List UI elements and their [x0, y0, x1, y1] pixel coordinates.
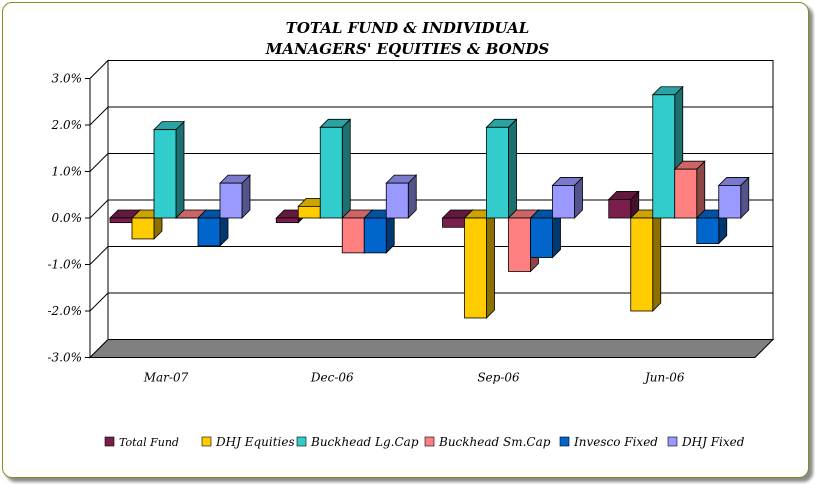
y-axis: 3.0% 2.0% 1.0% 0.0% -1.0% -2.0% -3.0% — [47, 72, 91, 365]
bar — [673, 160, 706, 219]
y-tick-label: 1.0% — [52, 165, 83, 179]
gridline-side — [89, 246, 109, 265]
bar — [153, 120, 185, 219]
legend-label: Invesco Fixed — [573, 435, 658, 449]
legend-label: Buckhead Sm.Cap — [438, 435, 551, 449]
legend-swatch — [296, 436, 307, 447]
legend-swatch — [201, 436, 212, 447]
y-tick-label: 0.0% — [52, 211, 83, 225]
gridline-side — [89, 199, 109, 219]
legend: Total Fund DHJ Equities Buckhead Lg.Cap Buc… — [104, 435, 745, 449]
bar — [219, 174, 251, 219]
chart-title-line-1: TOTAL FUND & INDIVIDUAL — [285, 19, 530, 37]
bars-group — [109, 85, 750, 319]
bar — [629, 209, 662, 312]
legend-swatch — [559, 436, 570, 447]
y-tick-label: -3.0% — [47, 351, 82, 365]
bar — [551, 176, 584, 219]
y-tick-label: -2.0% — [47, 304, 82, 318]
gridline-side — [89, 106, 109, 126]
legend-label: Buckhead Lg.Cap — [310, 435, 419, 449]
x-tick-label: Dec-06 — [310, 371, 354, 385]
gridline-side — [89, 153, 109, 172]
legend-swatch — [104, 436, 115, 447]
bar — [363, 209, 396, 254]
y-tick-label: 3.0% — [52, 72, 83, 86]
legend-label: DHJ Fixed — [681, 435, 745, 449]
y-tick-label: -1.0% — [47, 258, 82, 272]
bar — [485, 118, 518, 219]
x-tick-label: Mar-07 — [143, 371, 189, 385]
x-tick-label: Sep-06 — [477, 371, 520, 385]
bar — [607, 190, 640, 219]
bar — [717, 176, 750, 219]
bar — [319, 118, 352, 219]
gridline-side — [89, 292, 109, 312]
legend-label: Total Fund — [119, 436, 179, 449]
x-tick-label: Jun-06 — [642, 371, 685, 385]
legend-swatch — [424, 436, 435, 447]
bar — [385, 174, 418, 219]
plot-floor — [88, 339, 775, 358]
y-tick-label: 2.0% — [51, 118, 83, 132]
legend-swatch — [667, 436, 678, 447]
chart-title-line-2: MANAGERS' EQUITIES & BONDS — [265, 40, 550, 58]
x-axis: Mar-07 Dec-06 Sep-06 Jun-06 — [143, 371, 685, 385]
bar — [463, 209, 496, 319]
legend-label: DHJ Equities — [215, 435, 295, 449]
